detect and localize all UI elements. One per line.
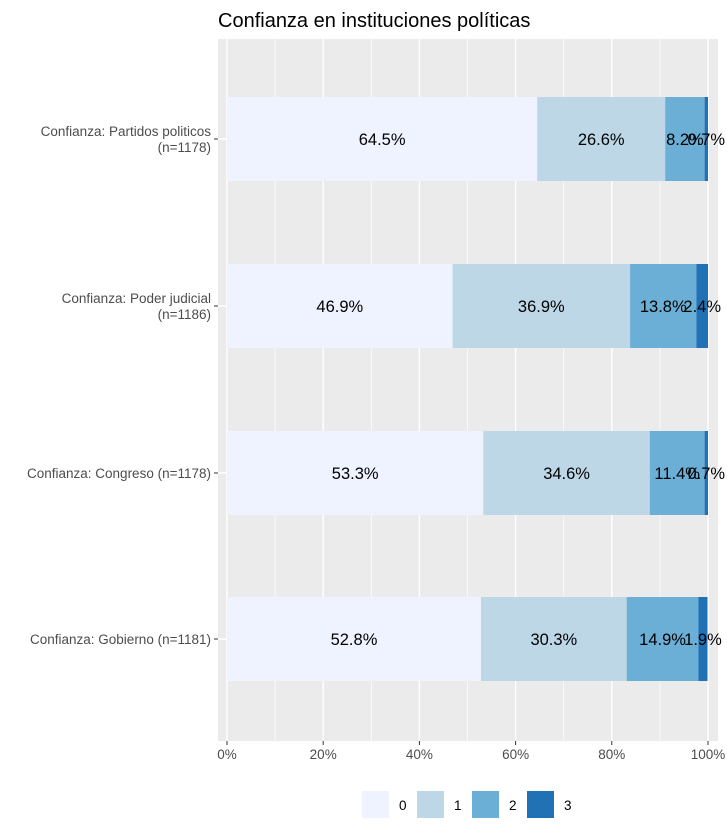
x-tick-label: 80% (598, 747, 625, 762)
chart-title: Confianza en instituciones políticas (218, 10, 530, 32)
data-label: 53.3% (332, 465, 379, 483)
bar-segment (626, 597, 699, 681)
bar-segment (480, 597, 627, 681)
data-label: 14.9% (639, 631, 686, 649)
data-label: 64.5% (359, 131, 406, 149)
data-label: 36.9% (518, 298, 565, 316)
x-tick-label: 100% (691, 747, 726, 762)
category-label: (n=1186) (158, 307, 211, 322)
bar-segment (665, 97, 705, 181)
data-label: 30.3% (530, 631, 577, 649)
legend-label: 2 (509, 798, 517, 813)
data-label: 52.8% (331, 631, 378, 649)
data-label: 11.4% (654, 465, 700, 483)
data-label: 34.6% (543, 465, 590, 483)
legend-label: 1 (454, 798, 462, 813)
x-tick-label: 60% (502, 747, 529, 762)
bar-segment (227, 431, 484, 515)
legend-key (417, 791, 444, 818)
category-label: Confianza: Congreso (n=1178) (27, 466, 211, 481)
bar-segment (227, 97, 538, 181)
category-label: Confianza: Partidos politicos (41, 124, 212, 139)
bar-segment (227, 597, 481, 681)
bar-segment (483, 431, 650, 515)
legend-key (362, 791, 389, 818)
data-label: 1.9% (684, 631, 722, 649)
legend-key (527, 791, 554, 818)
data-label: 0.7% (688, 465, 726, 483)
data-label: 2.4% (683, 298, 721, 316)
data-label: 46.9% (316, 298, 363, 316)
x-axis: 0% 20% 40% 60% 80% 100% (217, 741, 725, 762)
x-tick-label: 20% (310, 747, 337, 762)
bar-segment (696, 264, 708, 348)
data-label: 26.6% (578, 131, 625, 149)
legend-key (472, 791, 499, 818)
data-label: 13.8% (640, 298, 687, 316)
bar-segment (704, 431, 708, 515)
bar-segment (704, 97, 708, 181)
data-label: 0.7% (688, 131, 726, 149)
bar-segment (227, 264, 453, 348)
bar-segment (698, 597, 708, 681)
bar-segment (452, 264, 631, 348)
x-tick-label: 40% (406, 747, 433, 762)
legend: 0 1 2 3 (362, 791, 572, 818)
bars: 64.5% 26.6% 8.2%0.7%46.9% 36.9% 13.8%2.4%53.… (227, 97, 725, 681)
bar-segment (649, 431, 705, 515)
legend-label: 0 (399, 798, 407, 813)
category-axis: Confianza: Partidos politicos(n=1178) Con… (27, 124, 218, 647)
x-tick-label: 0% (217, 747, 237, 762)
legend-label: 3 (564, 798, 572, 813)
category-label: Confianza: Gobierno (n=1181) (30, 632, 211, 647)
category-label: Confianza: Poder judicial (62, 291, 211, 306)
bar-segment (630, 264, 697, 348)
data-label: 8.2% (666, 131, 704, 149)
category-label: (n=1178) (158, 140, 211, 155)
bar-segment (537, 97, 666, 181)
